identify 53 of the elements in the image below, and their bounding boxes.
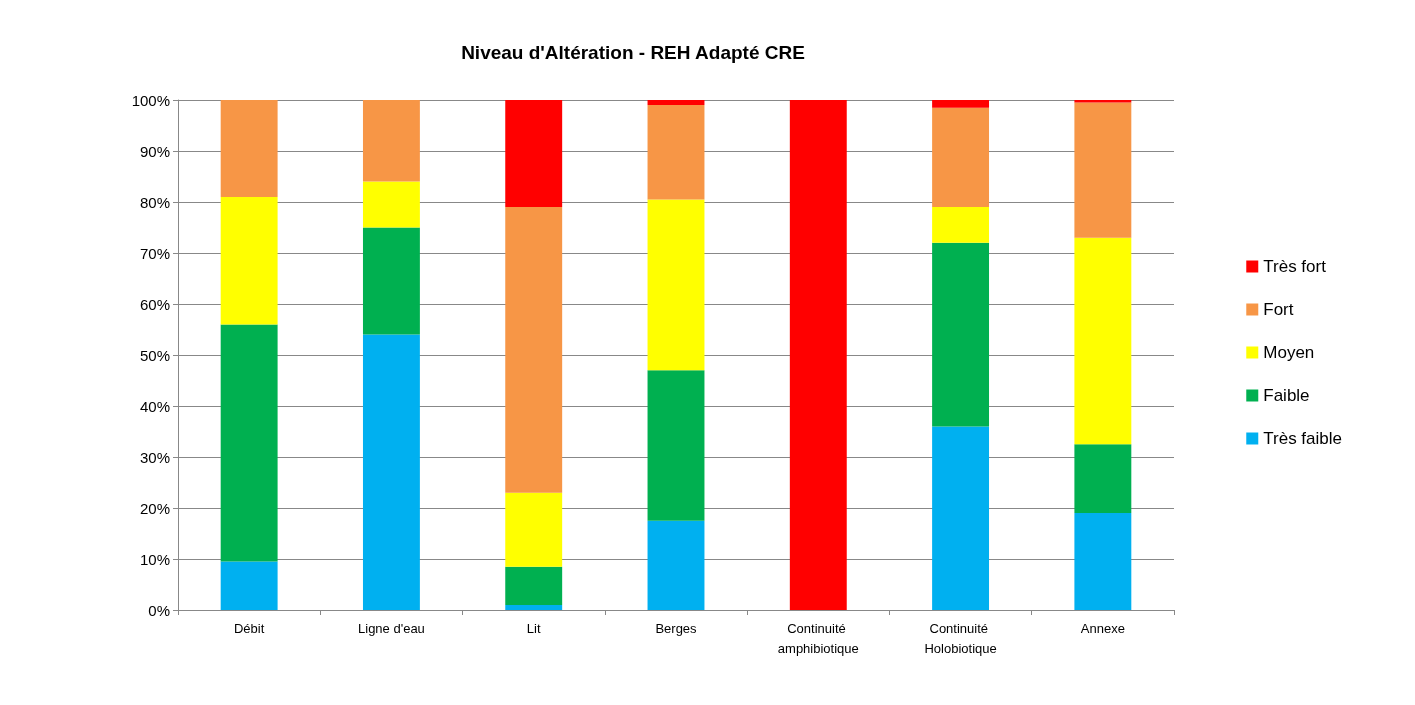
y-tick-label: 10% — [139, 550, 170, 568]
bar — [220, 324, 278, 562]
y-tick-label: 30% — [139, 448, 170, 466]
bar — [505, 566, 563, 605]
bar — [362, 181, 420, 228]
y-tick-label: 20% — [139, 499, 170, 517]
legend-label: Très faible — [1263, 429, 1342, 448]
bar — [1074, 513, 1132, 610]
bar — [505, 207, 563, 493]
legend-label: Faible — [1263, 386, 1310, 405]
y-tick-label: 70% — [139, 244, 170, 262]
x-tick-label: Lit — [526, 620, 541, 636]
bar — [1074, 100, 1132, 103]
chart-title: Niveau d'Altération - REH Adapté CRE — [461, 42, 805, 63]
bar — [1074, 237, 1132, 445]
bar — [932, 242, 990, 427]
y-tick-label: 100% — [131, 91, 170, 109]
bar — [220, 196, 278, 325]
x-tick-label: Berges — [655, 620, 698, 636]
bar — [1074, 444, 1132, 514]
x-tick-label: Ligne d'eau — [358, 620, 425, 636]
bar — [647, 370, 705, 521]
bar — [932, 100, 990, 108]
legend-label: Moyen — [1263, 343, 1315, 362]
y-tick-label: 80% — [139, 193, 170, 211]
bar — [647, 105, 705, 200]
bar — [932, 107, 990, 208]
y-tick-label: 40% — [139, 397, 170, 415]
y-tick-label: 50% — [139, 346, 170, 364]
y-tick-label: 0% — [148, 601, 170, 619]
bar — [932, 426, 990, 610]
bar — [789, 100, 847, 610]
x-tick-label: Continuité amphibiotique — [777, 620, 859, 656]
bar — [362, 100, 420, 182]
legend-label: Très fort — [1263, 257, 1327, 276]
y-tick-label: 90% — [139, 142, 170, 160]
bar — [220, 100, 278, 197]
bar — [647, 520, 705, 610]
bar — [220, 561, 278, 610]
bar — [505, 604, 563, 610]
x-tick-label: Continuité Holobiotique — [924, 620, 997, 656]
x-tick-label: Annexe — [1080, 620, 1125, 636]
bar — [505, 100, 563, 208]
x-tick-label: Débit — [233, 620, 265, 636]
bar — [1074, 102, 1132, 238]
bar — [362, 227, 420, 335]
bar — [647, 100, 705, 106]
bar — [505, 492, 563, 567]
legend-label: Fort — [1263, 300, 1294, 319]
bar — [647, 199, 705, 371]
y-tick-label: 60% — [139, 295, 170, 313]
bar — [932, 207, 990, 243]
bar — [362, 334, 420, 610]
